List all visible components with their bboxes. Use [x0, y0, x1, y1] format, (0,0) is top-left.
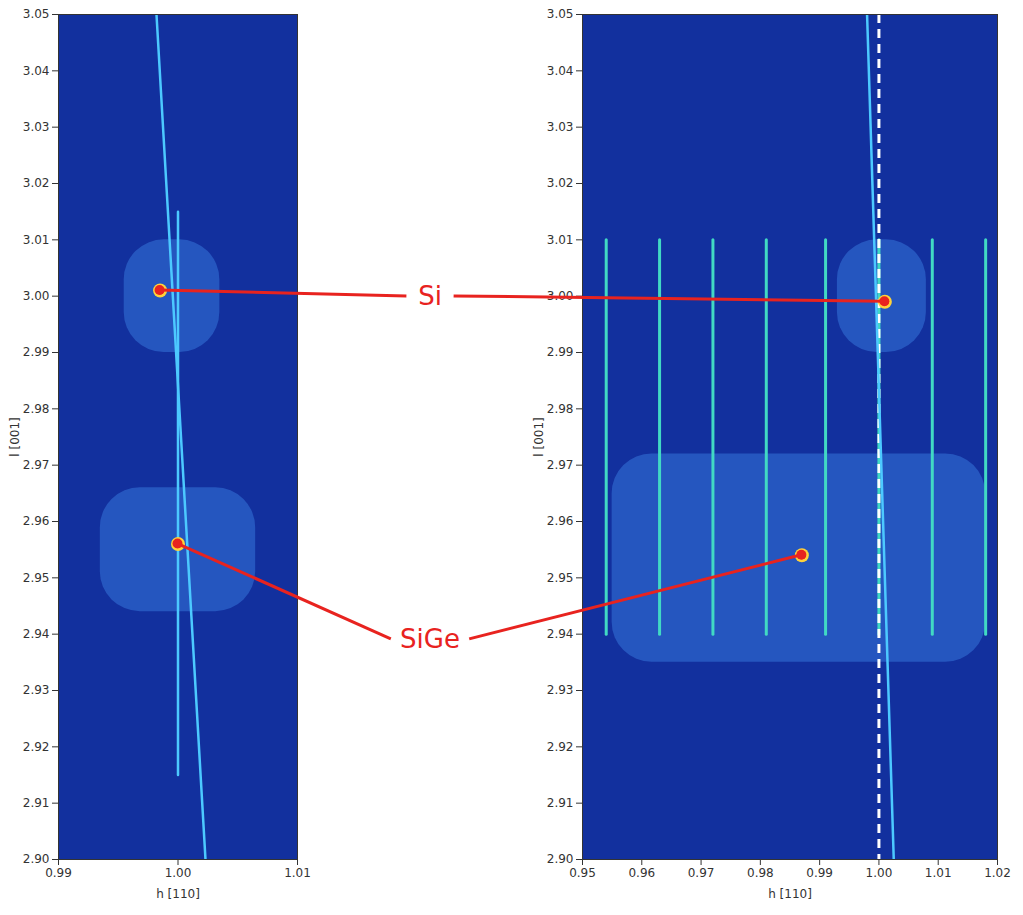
svg-text:2.94: 2.94	[547, 627, 574, 641]
svg-text:1.01: 1.01	[284, 866, 311, 880]
svg-text:2.93: 2.93	[23, 683, 50, 697]
svg-text:3.00: 3.00	[23, 289, 50, 303]
svg-text:3.03: 3.03	[23, 120, 50, 134]
svg-text:3.05: 3.05	[23, 7, 50, 21]
svg-text:3.05: 3.05	[547, 7, 574, 21]
svg-text:2.91: 2.91	[23, 796, 50, 810]
svg-text:3.01: 3.01	[23, 233, 50, 247]
svg-text:h [110]: h [110]	[156, 887, 200, 901]
svg-text:2.97: 2.97	[547, 458, 574, 472]
svg-text:1.00: 1.00	[866, 866, 893, 880]
svg-text:3.04: 3.04	[547, 64, 574, 78]
svg-text:0.97: 0.97	[688, 866, 715, 880]
svg-text:SiGe: SiGe	[400, 624, 460, 654]
svg-text:l [001]: l [001]	[532, 417, 546, 456]
svg-text:0.99: 0.99	[806, 866, 833, 880]
svg-text:2.95: 2.95	[547, 571, 574, 585]
svg-text:2.96: 2.96	[547, 514, 574, 528]
svg-text:2.90: 2.90	[547, 852, 574, 866]
svg-text:2.99: 2.99	[23, 345, 50, 359]
svg-text:1.02: 1.02	[984, 866, 1011, 880]
svg-text:2.90: 2.90	[23, 852, 50, 866]
svg-text:3.01: 3.01	[547, 233, 574, 247]
svg-text:0.98: 0.98	[747, 866, 774, 880]
svg-text:2.99: 2.99	[547, 345, 574, 359]
svg-text:2.93: 2.93	[547, 683, 574, 697]
svg-text:2.92: 2.92	[23, 740, 50, 754]
svg-text:2.95: 2.95	[23, 571, 50, 585]
svg-text:h [110]: h [110]	[768, 887, 812, 901]
svg-text:2.92: 2.92	[547, 740, 574, 754]
svg-text:2.98: 2.98	[23, 402, 50, 416]
svg-text:3.00: 3.00	[547, 289, 574, 303]
svg-text:0.96: 0.96	[628, 866, 655, 880]
svg-text:Si: Si	[418, 281, 442, 311]
svg-text:3.03: 3.03	[547, 120, 574, 134]
svg-text:l [001]: l [001]	[8, 417, 22, 456]
svg-text:2.97: 2.97	[23, 458, 50, 472]
svg-text:1.00: 1.00	[165, 866, 192, 880]
svg-text:2.91: 2.91	[547, 796, 574, 810]
svg-text:0.95: 0.95	[569, 866, 596, 880]
svg-text:1.01: 1.01	[925, 866, 952, 880]
svg-text:3.02: 3.02	[23, 176, 50, 190]
svg-text:2.96: 2.96	[23, 514, 50, 528]
svg-text:2.94: 2.94	[23, 627, 50, 641]
svg-text:3.04: 3.04	[23, 64, 50, 78]
svg-text:3.02: 3.02	[547, 176, 574, 190]
svg-text:2.98: 2.98	[547, 402, 574, 416]
svg-text:0.99: 0.99	[45, 866, 72, 880]
